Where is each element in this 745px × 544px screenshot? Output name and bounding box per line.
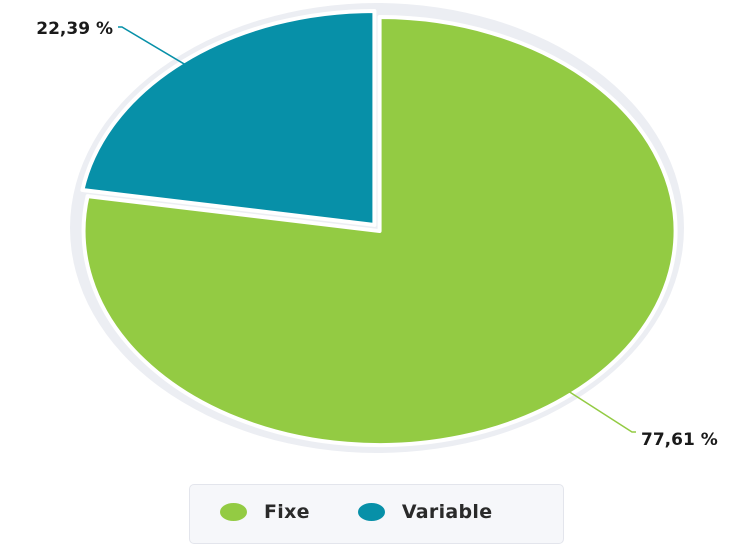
pie-chart-svg: 77,61 % 22,39 % [36, 3, 718, 453]
chart-legend: Fixe Variable [189, 484, 564, 544]
connector-line-variable [118, 26, 186, 66]
legend-label-variable: Variable [401, 501, 493, 523]
pie-slice-fixe[interactable] [81, 15, 678, 448]
legend-swatch-fixe [220, 503, 247, 521]
legend-item-variable[interactable]: Variable [357, 501, 493, 523]
legend-swatch-variable [357, 503, 385, 521]
data-label-fixe: 77,61 % [641, 430, 718, 450]
legend-label-fixe: Fixe [264, 501, 310, 523]
data-label-variable: 22,39 % [36, 19, 113, 39]
pie-chart: 77,61 % 22,39 % Fixe Variable [36, 3, 718, 544]
pie-slice-variable[interactable] [80, 8, 377, 227]
legend-item-fixe[interactable]: Fixe [220, 501, 310, 523]
connector-line-fixe [568, 390, 636, 433]
